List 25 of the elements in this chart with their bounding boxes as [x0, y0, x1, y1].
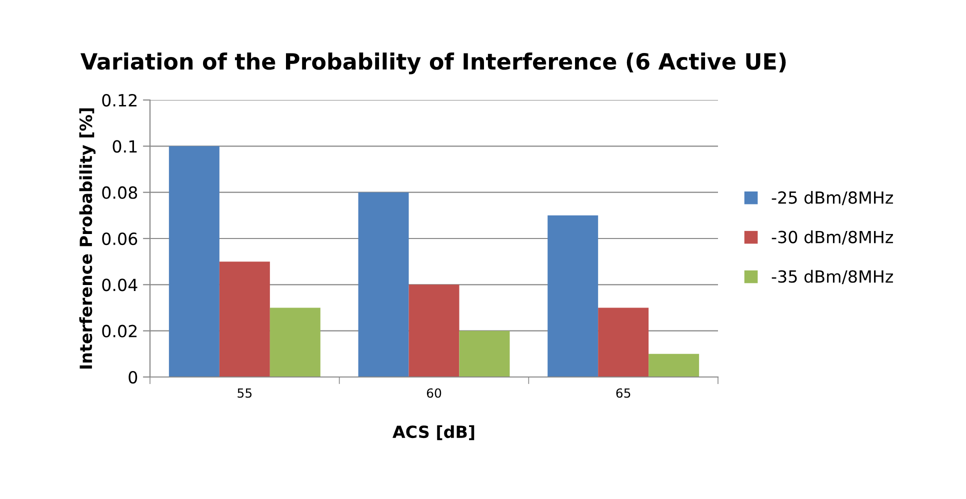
legend-label: -35 dBm/8MHz: [772, 270, 893, 284]
bar: [648, 354, 700, 377]
x-tick-label: 65: [616, 388, 630, 398]
x-axis-title: ACS [dB]: [392, 425, 474, 440]
y-tick-label: 0.04: [102, 278, 138, 292]
bar: [408, 284, 460, 377]
chart-title: Variation of the Probability of Interference (6 Active UE): [80, 52, 786, 74]
bar: [270, 308, 320, 377]
y-tick-label: 0.08: [102, 186, 138, 199]
x-tick-label: 55: [238, 388, 252, 398]
y-tick-label: 0.12: [102, 94, 137, 107]
x-tick-label: 60: [426, 388, 442, 398]
legend-label: -25 dBm/8MHz: [772, 190, 893, 206]
y-tick-label: 0.1: [112, 140, 137, 153]
y-axis-title: Interference Probability [%]: [79, 108, 96, 369]
bar: [219, 262, 270, 377]
bar: [598, 308, 649, 377]
bar: [459, 330, 510, 377]
y-tick-label: 0.02: [102, 324, 137, 338]
legend-label: -30 dBm/8MHz: [772, 230, 893, 245]
y-tick-label: 0: [128, 370, 138, 384]
y-tick-label: 0.06: [102, 232, 138, 246]
bar: [548, 215, 598, 377]
bar: [358, 192, 409, 377]
bar: [168, 146, 220, 377]
